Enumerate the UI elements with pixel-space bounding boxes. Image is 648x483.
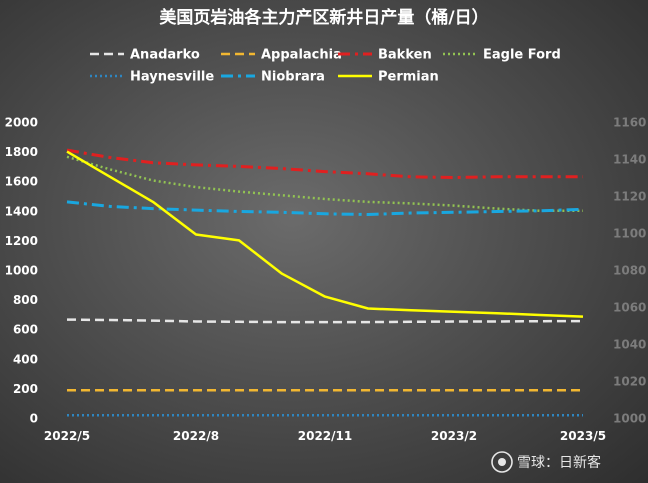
y-right-tick-label: 1100 <box>613 227 646 241</box>
y-left-tick-label: 600 <box>13 323 38 337</box>
y-right-tick-label: 1140 <box>613 153 646 167</box>
y-right-tick-label: 1000 <box>613 412 646 426</box>
y-left-tick-label: 1400 <box>5 204 38 218</box>
y-left-tick-label: 2000 <box>5 116 38 130</box>
y-right-tick-label: 1120 <box>613 190 646 204</box>
legend-label-haynesville: Haynesville <box>130 70 214 85</box>
y-left-tick-label: 200 <box>13 382 38 396</box>
y-left-tick-label: 800 <box>13 293 38 307</box>
y-left-tick-label: 1200 <box>5 234 38 248</box>
snowball-logo-core-icon <box>498 458 506 466</box>
y-right-tick-label: 1160 <box>613 116 646 130</box>
series-line-bakken <box>66 148 583 179</box>
series-line-niobrara <box>66 200 584 216</box>
legend-label-eagle-ford: Eagle Ford <box>483 48 561 63</box>
series-line-permian <box>66 150 584 318</box>
legend-label-bakken: Bakken <box>378 48 432 63</box>
legend-label-permian: Permian <box>378 70 439 85</box>
legend-label-anadarko: Anadarko <box>130 48 200 63</box>
y-right-tick-label: 1080 <box>613 264 646 278</box>
legend-label-niobrara: Niobrara <box>261 70 325 85</box>
legend-label-appalachia: Appalachia <box>261 48 342 63</box>
y-left-tick-label: 1800 <box>5 145 38 159</box>
series-line-anadarko <box>66 318 584 324</box>
y-right-tick-label: 1060 <box>613 301 646 315</box>
y-right-tick-label: 1020 <box>613 375 646 389</box>
x-tick-label: 2023/2 <box>431 429 477 443</box>
x-tick-label: 2023/5 <box>560 429 606 443</box>
x-tick-label: 2022/8 <box>173 429 219 443</box>
y-left-tick-label: 400 <box>13 352 38 366</box>
x-tick-label: 2022/11 <box>298 429 352 443</box>
y-left-tick-label: 1000 <box>5 264 38 278</box>
snowball-logo-icon <box>491 451 513 473</box>
y-right-tick-label: 1040 <box>613 338 646 352</box>
series-line-eagle-ford <box>66 155 583 213</box>
x-tick-label: 2022/5 <box>44 429 90 443</box>
y-left-tick-label: 1600 <box>5 175 38 189</box>
y-left-tick-label: 0 <box>30 412 38 426</box>
watermark-text: 雪球：日新客 <box>517 454 601 471</box>
chart-title: 美国页岩油各主力产区新井日产量（桶/日） <box>159 7 488 28</box>
